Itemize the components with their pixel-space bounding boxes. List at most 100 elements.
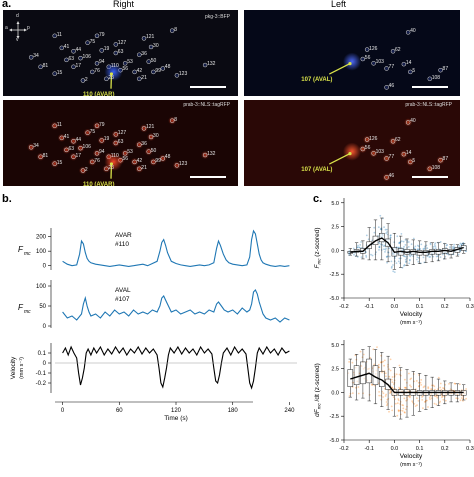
scatter-point <box>398 246 400 249</box>
cell-number-label: 121 <box>146 124 155 131</box>
scatter-point <box>420 384 423 386</box>
y-axis-unit: (mm s⁻¹) <box>19 357 25 379</box>
image-cells-overlay <box>28 28 208 89</box>
cell-marker <box>137 166 142 172</box>
y-tick-label: 5.0 <box>331 201 339 207</box>
cell-marker <box>384 175 389 180</box>
neuron-label: 110 (AVAR) <box>83 91 115 96</box>
cell-glow <box>382 154 391 163</box>
scatter-point <box>378 249 380 251</box>
cell-number-label: 46 <box>388 173 395 180</box>
cell-marker <box>371 151 376 156</box>
scatter-point <box>439 400 441 403</box>
cell-number-label: 126 <box>369 45 378 52</box>
scatter-point <box>357 244 359 247</box>
cell-number-label: 34 <box>33 53 39 60</box>
scatter-point <box>460 397 463 399</box>
scatter-point <box>422 386 425 389</box>
cell-glow <box>201 151 210 160</box>
scatter-point <box>370 383 373 386</box>
cell-marker <box>146 59 151 64</box>
right-column-title: Right <box>113 0 135 9</box>
scatter-point <box>424 245 426 248</box>
cell-marker <box>401 151 407 157</box>
y-tick-label: 100 <box>36 249 47 255</box>
scatter-point <box>444 399 447 402</box>
cell-number-label: 23 <box>108 164 114 171</box>
trace-annotation-name: AVAL <box>115 287 131 294</box>
cell-number-label: 21 <box>141 74 147 81</box>
scatter-point <box>422 407 424 410</box>
cell-number-label: 46 <box>388 83 395 90</box>
cell-glow <box>405 29 411 35</box>
scatter-point <box>417 260 420 263</box>
neuron-glow <box>343 52 361 71</box>
cell-glow <box>360 56 366 62</box>
cell-glow <box>59 45 65 51</box>
cell-marker <box>401 61 407 67</box>
cell-marker <box>408 159 413 165</box>
scatter-point <box>351 392 354 394</box>
scatter-point <box>431 397 433 400</box>
cell-marker <box>141 36 147 41</box>
y-axis-label: F <box>18 245 24 254</box>
cell-marker <box>122 151 128 156</box>
cell-number-label: 21 <box>141 164 147 171</box>
cell-glow <box>150 69 156 75</box>
neuron-arrow-head <box>109 162 114 166</box>
scatter-point <box>423 248 426 250</box>
scatter-point <box>393 379 396 382</box>
scatter-point <box>410 377 413 380</box>
scatter-point <box>352 247 355 250</box>
scatter-point <box>445 244 448 247</box>
scatter-point <box>427 406 429 408</box>
scatter-point <box>407 246 410 248</box>
cell-marker <box>384 156 389 161</box>
cell-marker <box>146 149 151 154</box>
scatter-point <box>354 354 357 357</box>
scatter-point <box>458 383 461 386</box>
y-tick-label: 100 <box>36 284 47 290</box>
scatter-point <box>430 388 432 390</box>
scatter-point <box>441 395 444 398</box>
scatter-point <box>386 398 389 401</box>
scatter-point <box>378 246 381 249</box>
cell-marker <box>28 55 34 60</box>
x-axis-unit: (mm s⁻¹) <box>400 462 422 468</box>
cell-glow <box>121 149 130 158</box>
scatter-point <box>386 404 388 407</box>
scatter-point <box>351 361 354 364</box>
scatter-point <box>429 256 432 258</box>
scatter-point <box>410 254 413 256</box>
scatter-point <box>441 253 444 256</box>
scatter-point <box>402 240 405 243</box>
scatter-point <box>409 255 412 258</box>
cell-marker <box>405 120 411 125</box>
scatter-point <box>458 244 460 247</box>
scatter-point <box>418 385 420 388</box>
scatter-point <box>359 244 362 246</box>
scatter-point <box>406 239 409 242</box>
scatter-point <box>400 233 403 235</box>
scatter-point <box>383 244 386 247</box>
cell-marker <box>151 69 156 75</box>
cell-marker <box>160 66 166 71</box>
scatter-point <box>380 361 383 363</box>
cell-marker <box>438 157 443 163</box>
scatter-point <box>389 237 392 239</box>
trace-annotation-name: AVAR <box>115 232 132 239</box>
scatter-point <box>383 226 385 228</box>
cell-glow <box>148 44 154 50</box>
y-tick-label: 0.1 <box>38 351 47 357</box>
scatter-point <box>373 363 376 366</box>
scatter-point <box>421 396 423 398</box>
cell-marker <box>438 67 443 73</box>
cell-marker <box>71 139 76 144</box>
cell-glow <box>160 65 166 71</box>
scatter-point <box>427 386 430 388</box>
y-tick-label: 200 <box>36 235 47 241</box>
scatter-point <box>439 382 442 385</box>
cell-marker <box>371 61 376 66</box>
cell-marker <box>64 57 69 63</box>
scatter-point <box>459 242 462 245</box>
